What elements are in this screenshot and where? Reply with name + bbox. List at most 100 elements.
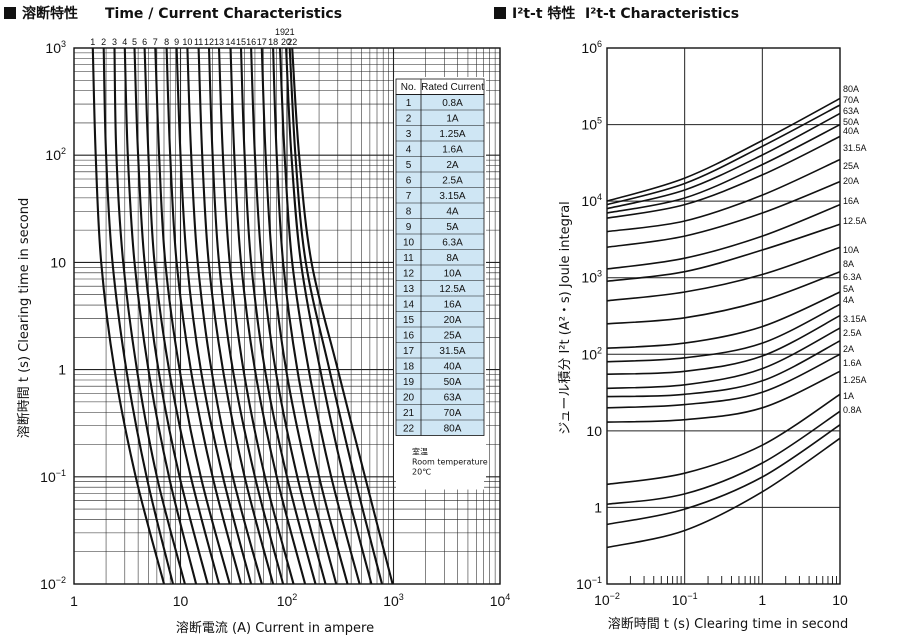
left-curve-label-9: 9 [174, 37, 179, 47]
table-cell-no: 10 [403, 238, 415, 249]
left-curve-21 [288, 47, 384, 585]
table-cell-no: 11 [403, 253, 414, 264]
note-line: 20℃ [412, 468, 431, 477]
left-curve-label-17: 17 [257, 37, 267, 47]
table-cell-rated-current: 2A [446, 160, 459, 171]
right-title-square-icon [494, 7, 506, 19]
right-series-label-1_6A: 1.6A [843, 358, 862, 368]
right-y-tick-label: 103 [581, 269, 602, 286]
table-cell-no: 5 [406, 160, 412, 171]
table-cell-no: 8 [406, 207, 412, 218]
right-series-label-3_15A: 3.15A [843, 314, 867, 324]
right-curve-25A [606, 180, 841, 248]
left-curve-6 [143, 47, 221, 585]
right-series-label-0_8A: 0.8A [843, 405, 862, 415]
table-cell-rated-current: 0.8A [442, 98, 463, 109]
table-cell-no: 1 [406, 98, 412, 109]
left-curve-label-1: 1 [90, 37, 95, 47]
left-x-tick-label: 10 [173, 593, 189, 609]
left-curve-label-19: 19 [275, 27, 285, 37]
table-cell-rated-current: 4A [446, 207, 459, 218]
right-series-label-70A: 70A [843, 95, 859, 105]
table-cell-rated-current: 16A [444, 300, 462, 311]
table-cell-rated-current: 1.6A [442, 145, 463, 156]
right-curve-8A [606, 291, 841, 349]
table-header-rated-current: Rated Current [421, 82, 484, 93]
table-cell-rated-current: 8A [446, 253, 459, 264]
left-curve-9 [175, 47, 253, 585]
left-curve-label-15: 15 [236, 37, 246, 47]
left-curve-label-7: 7 [153, 37, 158, 47]
left-x-tick-label: 104 [490, 592, 511, 609]
table-cell-rated-current: 40A [444, 362, 462, 373]
left-curves [91, 47, 394, 585]
right-curve-20A [606, 203, 841, 270]
right-curve-40A [606, 135, 841, 219]
left-title-square-icon [4, 7, 16, 19]
table-cell-no: 9 [406, 222, 412, 233]
table-cell-rated-current: 12.5A [439, 284, 465, 295]
table-cell-no: 15 [403, 315, 415, 326]
right-curve-0_8A [606, 437, 841, 549]
right-y-tick-label: 10−1 [576, 575, 602, 592]
right-series-label-1_25A: 1.25A [843, 375, 867, 385]
table-cell-no: 6 [406, 176, 412, 187]
table-cell-no: 2 [406, 114, 412, 125]
left-curve-label-14: 14 [226, 37, 236, 47]
rated-current-table: No. Rated Current 1 0.8A 2 1A 3 1.25A 4 1.6A 5 2A 6 2… [394, 77, 488, 490]
left-curve-label-8: 8 [164, 37, 169, 47]
table-cell-no: 4 [406, 145, 412, 156]
left-y-tick-label: 102 [45, 146, 66, 163]
left-x-tick-label: 103 [383, 592, 404, 609]
left-curve-8 [165, 47, 243, 585]
right-curve-31_5A [606, 158, 841, 233]
table-cell-no: 21 [403, 408, 415, 419]
right-curve-80A [606, 97, 841, 202]
left-curve-15 [239, 47, 317, 585]
left-curve-label-6: 6 [142, 37, 147, 47]
left-curve-label-4: 4 [122, 37, 127, 47]
left-x-tick-label: 1 [70, 593, 78, 609]
right-y-axis-label: ジュール積分 I²t (A²・s) Joule integral [558, 201, 573, 435]
left-curve-label-20: 20 [281, 37, 291, 47]
right-y-tick-label: 1 [594, 499, 602, 515]
right-series-label-2A: 2A [843, 344, 854, 354]
right-series-label-50A: 50A [843, 117, 859, 127]
right-curve-1_6A [606, 393, 841, 486]
right-grid [606, 47, 841, 585]
right-y-tick-label: 102 [581, 345, 602, 362]
right-series-label-12_5A: 12.5A [843, 216, 867, 226]
right-curve-63A [606, 112, 841, 210]
left-curve-label-5: 5 [132, 37, 137, 47]
left-y-axis-label: 溶断時間 t (s) Clearing time in second [17, 198, 32, 439]
left-curve-14 [229, 47, 307, 585]
table-cell-rated-current: 63A [444, 393, 462, 404]
right-curve-6_3A [606, 303, 841, 363]
table-cell-rated-current: 10A [444, 269, 462, 280]
note-backdrop [396, 439, 484, 490]
left-x-axis-label: 溶断電流 (A) Current in ampere [176, 621, 374, 636]
table-cell-rated-current: 1A [446, 114, 459, 125]
left-y-tick-label: 1 [58, 362, 66, 378]
table-cell-rated-current: 31.5A [439, 346, 465, 357]
table-cell-no: 13 [403, 284, 415, 295]
left-curve-22 [291, 47, 394, 585]
left-curve-label-22: 22 [287, 37, 297, 47]
table-cell-rated-current: 6.3A [442, 238, 463, 249]
right-series-label-31_5A: 31.5A [843, 143, 867, 153]
note-line: Room temperature [412, 458, 488, 467]
right-x-tick-label: 1 [758, 592, 766, 608]
right-series-label-5A: 5A [843, 284, 854, 294]
left-curve-label-13: 13 [214, 37, 224, 47]
left-x-tick-label: 102 [277, 592, 298, 609]
right-series-label-2_5A: 2.5A [843, 328, 862, 338]
right-series-label-16A: 16A [843, 196, 859, 206]
right-y-tick-label: 105 [581, 116, 602, 133]
right-x-axis-label: 溶断時間 t (s) Clearing time in second [608, 617, 849, 632]
left-curve-18 [272, 47, 349, 585]
table-cell-no: 14 [403, 300, 415, 311]
table-cell-no: 19 [403, 377, 415, 388]
right-series-label-6_3A: 6.3A [843, 272, 862, 282]
left-curve-label-21: 21 [285, 27, 295, 37]
